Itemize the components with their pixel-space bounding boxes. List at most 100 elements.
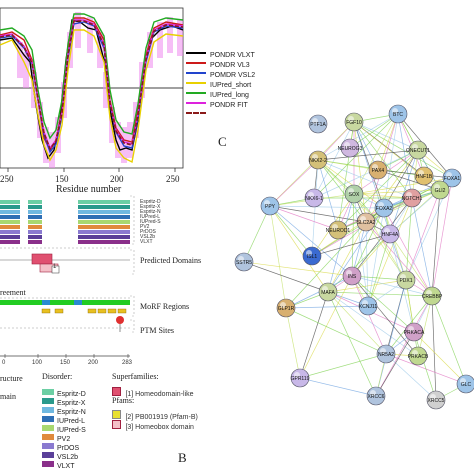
superfamilies-title: Superfamilies:: [112, 372, 159, 381]
x-tick-4: 250: [166, 174, 180, 184]
legend-swatch: [186, 51, 206, 54]
error-band: [17, 42, 23, 78]
network-node-label: GLC: [461, 382, 472, 388]
legend-swatch: [186, 91, 206, 94]
disorder-bar: [78, 230, 130, 234]
network-edge: [285, 307, 301, 379]
node-highlight: [380, 348, 386, 354]
network-node-label: SSTR5: [236, 260, 252, 266]
network-edge: [327, 279, 407, 293]
disorder-bar: [78, 205, 130, 209]
network-node-label: FOXA1: [444, 176, 461, 182]
network-edge: [269, 205, 313, 257]
pfams-title: Pfams:: [112, 396, 135, 405]
error-band: [37, 102, 43, 138]
network-edge: [353, 121, 413, 199]
error-band: [103, 72, 109, 108]
network-edge: [377, 169, 441, 191]
pfam-item-0: [2] PB001919 (Pfam-B): [112, 406, 198, 424]
network-edge: [299, 377, 377, 397]
node-highlight: [412, 144, 418, 150]
network-edge: [317, 113, 399, 161]
network-node-label: PRKACA: [404, 330, 425, 336]
network-edge: [317, 159, 413, 199]
network-edge: [405, 197, 413, 281]
disorder-swatch: [42, 442, 54, 449]
legend-item: PONDR FIT: [186, 94, 248, 109]
network-edge: [285, 307, 387, 355]
disorder-bar: [0, 205, 20, 209]
network-node-label: HNF1B: [416, 174, 433, 180]
node-highlight: [430, 394, 436, 400]
axis-tick-2: 150: [60, 360, 71, 366]
node-highlight: [460, 378, 466, 384]
track-label: Espritz-N: [140, 209, 161, 215]
network-edge: [431, 189, 441, 297]
node-highlight: [294, 372, 300, 378]
pfam-swatch-0: [112, 410, 121, 420]
network-node-label: SLC2A2: [357, 220, 376, 226]
network-node-label: HNF4A: [382, 232, 399, 238]
network-node-label: NEUROG3: [338, 146, 363, 152]
network-node-label: PPY: [265, 204, 276, 210]
disorder-bar: [0, 240, 20, 244]
network-edge: [299, 291, 329, 379]
network-edge: [431, 295, 467, 385]
disorder-bar: [78, 210, 130, 214]
node-highlight: [418, 170, 424, 176]
legend-label: IUPred_short: [210, 82, 252, 89]
network-edge: [417, 295, 433, 357]
axis-tick-4: 283: [122, 360, 133, 366]
predicted-domains-label: Predicted Domains: [140, 256, 202, 265]
legend-left-1: main: [0, 392, 16, 401]
axis-tick-3: 200: [88, 360, 99, 366]
network-node-label: MAFA: [321, 290, 335, 296]
network-node-label: NKX6-1: [305, 196, 323, 202]
network-edge: [353, 193, 369, 307]
disorder-bar: [0, 215, 20, 219]
network-node-label: CREBBP: [422, 294, 443, 300]
legend-swatch: [186, 81, 206, 84]
network-edge: [243, 205, 271, 263]
network-edge: [351, 233, 391, 277]
node-highlight: [264, 200, 270, 206]
disorder-swatch: [42, 406, 54, 413]
node-highlight: [362, 300, 368, 306]
domain-label: 1: [53, 264, 57, 270]
disorder-label: Espritz-D: [57, 391, 86, 398]
legend-label: POMDR VSL2: [210, 72, 256, 79]
node-highlight: [372, 164, 378, 170]
network-edge: [367, 207, 385, 307]
disorder-bar: [28, 200, 42, 204]
network-edge: [389, 233, 433, 297]
disorder-bar: [0, 210, 20, 214]
network-node-label: ONECUT1: [406, 148, 430, 154]
disorder-legend-item: IUPred-S: [42, 419, 102, 434]
network-node-label: NKX2-2: [309, 158, 327, 164]
legend-item: POMDR VSL2: [186, 64, 255, 79]
node-highlight: [280, 302, 286, 308]
network-edge: [431, 295, 437, 401]
network-edge: [313, 121, 355, 199]
error-band: [157, 22, 163, 58]
error-band: [177, 20, 183, 56]
disorder-legend-item: Espritz-X: [42, 392, 102, 407]
network-edge: [375, 331, 415, 397]
network-node-label: INS: [348, 274, 357, 280]
node-highlight: [408, 326, 414, 332]
disorder-swatch: [42, 388, 54, 395]
disorder-swatch: [42, 451, 54, 458]
x-axis-label: Residue number: [56, 184, 122, 195]
panel-b: Espritz-D Espritz-X Espritz-N IUPred-L IUPre…: [0, 195, 230, 474]
legend-label: PONDR FIT: [210, 102, 248, 109]
pfam-label-0: [2] PB001919 (Pfam-B): [125, 414, 198, 421]
node-highlight: [312, 154, 318, 160]
disorder-bar: [78, 200, 130, 204]
disorder-label: VSL2b: [57, 454, 79, 461]
node-highlight: [446, 172, 452, 178]
network-node-label: PTF1A: [310, 122, 326, 128]
legend-item: IUPred_short: [186, 74, 251, 89]
node-highlight: [312, 118, 318, 124]
disorder-label: Espritz-N: [57, 409, 86, 416]
